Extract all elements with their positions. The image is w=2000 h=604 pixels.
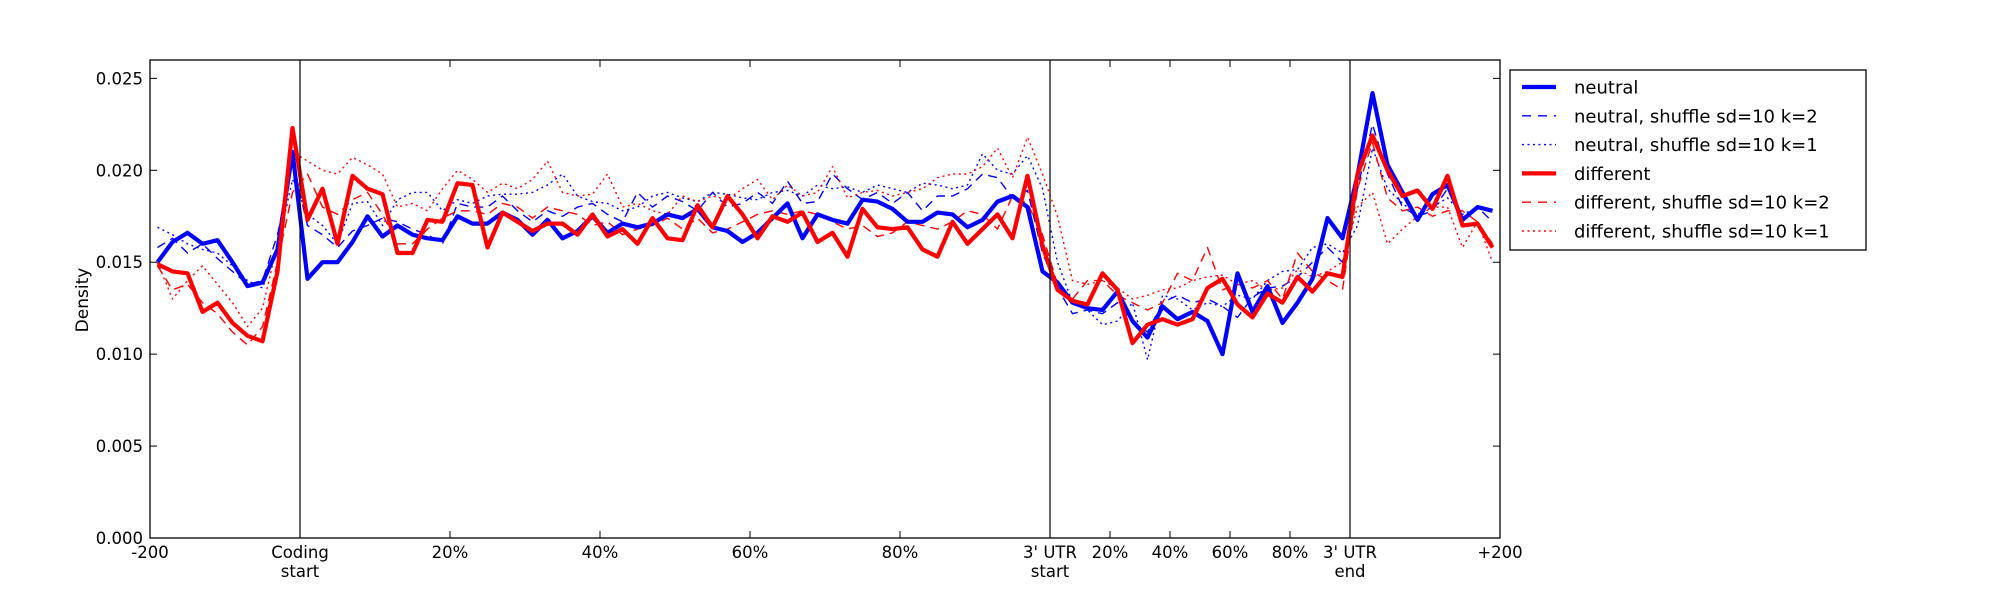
x-tick-label: 3' UTR [1323, 543, 1377, 562]
legend-label: neutral, shuffle sd=10 k=1 [1574, 135, 1818, 156]
series-line-different [156, 125, 1495, 346]
x-tick-label: 60% [732, 543, 769, 562]
legend-label: neutral [1574, 78, 1638, 99]
axis-ticks: 0.000 0.005 0.010 0.015 0.020 0.025 -200 Coding… [96, 60, 1523, 581]
x-tick-label: 60% [1212, 543, 1249, 562]
x-tick-label: 20% [432, 543, 469, 562]
y-tick-label: 0.005 [96, 437, 143, 456]
series-layer [155, 90, 1495, 361]
x-tick-label: 3' UTR [1023, 543, 1077, 562]
x-tick-label: -200 [131, 543, 168, 562]
x-tick-label: 80% [1272, 543, 1309, 562]
x-tick-label-line2: end [1334, 562, 1365, 581]
y-tick-label: 0.015 [96, 253, 143, 272]
x-tick-label-line2: start [1031, 562, 1070, 581]
legend-label: different [1574, 164, 1650, 185]
region-boundaries [299, 60, 1351, 538]
x-tick-label: 40% [1152, 543, 1189, 562]
series-line-neutral [155, 90, 1494, 357]
x-tick-label-line2: start [281, 562, 320, 581]
x-tick-label: 40% [582, 543, 619, 562]
plot-frame [149, 59, 1501, 539]
y-tick-label: 0.010 [96, 345, 143, 364]
y-axis-label: Density [73, 268, 93, 333]
x-tick-label: +200 [1477, 543, 1522, 562]
legend-label: different, shuffle sd=10 k=2 [1574, 193, 1830, 214]
x-tick-label: 20% [1092, 543, 1129, 562]
y-tick-label: 0.020 [96, 161, 143, 180]
y-tick-label: 0.025 [96, 69, 143, 88]
x-tick-label: Coding [271, 543, 329, 562]
legend-box [1509, 69, 1867, 251]
series-line-different-shuffle-sd-10-k-2 [156, 141, 1494, 346]
x-tick-label: 80% [882, 543, 919, 562]
legend-label: neutral, shuffle sd=10 k=2 [1574, 106, 1818, 127]
y-tick-label: 0.000 [96, 529, 143, 548]
legend-label: different, shuffle sd=10 k=1 [1574, 222, 1830, 243]
legend: neutral neutral, shuffle sd=10 k=2 neutral… [1509, 69, 1867, 251]
series-line-neutral-shuffle-sd-10-k-2 [157, 123, 1493, 333]
